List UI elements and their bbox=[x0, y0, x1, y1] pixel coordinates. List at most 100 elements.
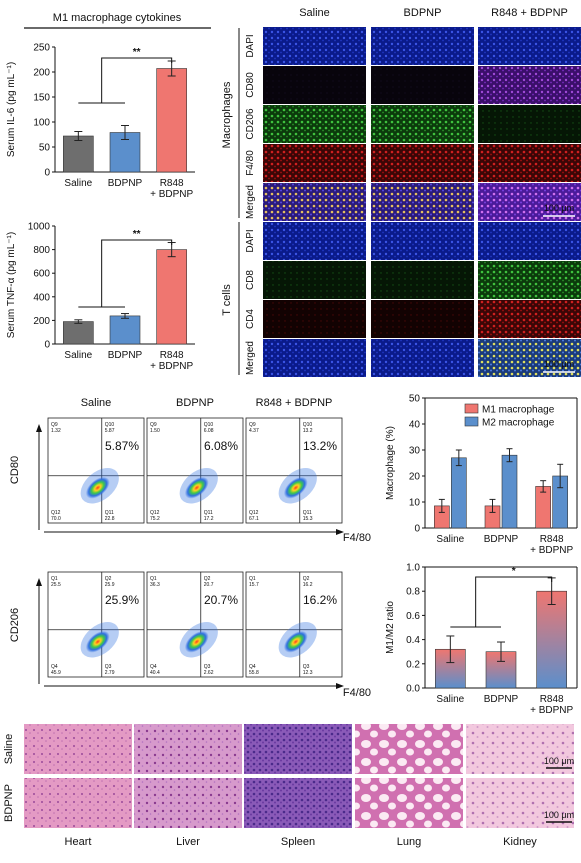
if-image-tile bbox=[478, 339, 581, 377]
if-row-label: DAPI bbox=[245, 229, 256, 252]
significance-bracket bbox=[475, 576, 553, 627]
quadrant-name: Q4 bbox=[249, 664, 256, 670]
quadrant-percent: 25.9% bbox=[105, 593, 139, 607]
x-tick-label-line: R848 bbox=[540, 534, 564, 545]
x-tick-label-line: + BDPNP bbox=[530, 545, 573, 556]
if-column-title: R848 + BDPNP bbox=[491, 7, 568, 19]
if-image-tile bbox=[371, 300, 474, 338]
if-image-tile bbox=[371, 144, 474, 182]
significance-mark: * bbox=[512, 566, 516, 577]
if-row-label: CD80 bbox=[245, 72, 256, 98]
histology-tile bbox=[24, 778, 132, 828]
y-tick-label: 150 bbox=[33, 93, 50, 104]
cell-cloud-core bbox=[184, 630, 209, 653]
y-axis-label: M1/M2 ratio bbox=[385, 601, 396, 654]
quadrant-value: 67.1 bbox=[249, 516, 259, 522]
quadrant-name: Q11 bbox=[105, 510, 114, 516]
histo-row-label: BDPNP bbox=[3, 784, 15, 822]
x-tick-label: Saline bbox=[436, 694, 464, 705]
cell-cloud-core bbox=[85, 630, 110, 653]
x-tick-label-line: + BDPNP bbox=[150, 361, 193, 372]
y-tick-label: 0 bbox=[44, 168, 50, 179]
quadrant-name: Q11 bbox=[204, 510, 213, 516]
x-tick-label-line: BDPNP bbox=[484, 534, 519, 545]
if-row-label: Merged bbox=[245, 341, 256, 375]
x-tick-label-line: R848 bbox=[160, 350, 184, 361]
x-tick-label: BDPNP bbox=[108, 178, 143, 189]
histology-tile bbox=[355, 724, 463, 774]
bar bbox=[63, 135, 94, 173]
x-tick-label: Saline bbox=[436, 534, 464, 545]
organ-label: Heart bbox=[65, 836, 92, 848]
quadrant-value: 12.3 bbox=[303, 670, 313, 676]
cell-cloud-core bbox=[283, 476, 308, 499]
y-tick-label: 0.8 bbox=[406, 587, 420, 598]
quadrant-value: 75.2 bbox=[150, 516, 160, 522]
flow-column-title: Saline bbox=[81, 397, 112, 409]
quadrant-value: 5.87 bbox=[105, 428, 115, 434]
if-image-tile bbox=[371, 261, 474, 299]
flow-x-label: F4/80 bbox=[343, 532, 371, 544]
flow-x-label: F4/80 bbox=[343, 687, 371, 699]
x-tick-label-line: Saline bbox=[436, 534, 464, 545]
x-tick-label-line: BDPNP bbox=[484, 694, 519, 705]
bar-chart-3: 0.0 0.2 0.4 0.6 0.8 1.0 M1/M2 ratio * bbox=[385, 563, 578, 695]
quadrant-value: 55.8 bbox=[249, 670, 259, 676]
y-axis-label: Macrophage (%) bbox=[385, 426, 396, 500]
y-tick-label: 20 bbox=[409, 472, 421, 483]
if-image-tile bbox=[478, 261, 581, 299]
quadrant-value: 1.50 bbox=[150, 428, 160, 434]
quadrant-name: Q10 bbox=[303, 422, 313, 428]
scale-bar-label: 100 μm bbox=[544, 810, 574, 820]
if-image-tile bbox=[371, 66, 474, 104]
bar-chart-0: 0 50 100 150 200 250 Serum IL-6 (pg mL⁻¹) ** bbox=[6, 43, 195, 179]
y-tick-label: 10 bbox=[409, 498, 421, 509]
x-tick-label: Saline bbox=[64, 178, 92, 189]
organ-label: Liver bbox=[176, 836, 200, 848]
bar bbox=[536, 590, 567, 689]
y-tick-label: 0 bbox=[44, 340, 50, 351]
x-tick-label-line: + BDPNP bbox=[150, 189, 193, 200]
quadrant-percent: 5.87% bbox=[105, 439, 139, 453]
quadrant-value: 36.3 bbox=[150, 582, 160, 588]
y-tick-label: 1.0 bbox=[406, 563, 420, 574]
histology-tile bbox=[134, 724, 242, 774]
y-axis-label: Serum IL-6 (pg mL⁻¹) bbox=[6, 62, 17, 157]
significance-bracket bbox=[101, 239, 173, 307]
x-tick-label: R848+ BDPNP bbox=[530, 694, 573, 716]
cell-cloud-core bbox=[283, 630, 308, 653]
y-tick-label: 400 bbox=[33, 292, 50, 303]
y-tick-label: 200 bbox=[33, 68, 50, 79]
bar bbox=[535, 486, 551, 529]
histology-tile bbox=[466, 778, 574, 828]
y-tick-label: 1000 bbox=[28, 222, 51, 233]
flow-frame bbox=[146, 571, 244, 678]
histo-row-label: Saline bbox=[3, 734, 15, 765]
bar-chart-1: 0 200 400 600 800 1000 Serum TNF-α (pg mL⁻¹) ** bbox=[6, 222, 195, 351]
histology-tile bbox=[134, 778, 242, 828]
if-image-tile bbox=[263, 222, 366, 260]
quadrant-value: 4.37 bbox=[249, 428, 259, 434]
organ-label: Spleen bbox=[281, 836, 315, 848]
if-row-label: Merged bbox=[245, 185, 256, 219]
if-image-tile bbox=[263, 261, 366, 299]
quadrant-name: Q1 bbox=[249, 576, 256, 582]
if-image-tile bbox=[478, 105, 581, 143]
quadrant-value: 17.2 bbox=[204, 516, 214, 522]
y-tick-label: 30 bbox=[409, 446, 421, 457]
histology-tile bbox=[466, 724, 574, 774]
if-image-tile bbox=[263, 27, 366, 65]
quadrant-value: 13.2 bbox=[303, 428, 313, 434]
significance-mark: ** bbox=[133, 47, 141, 58]
quadrant-value: 25.9 bbox=[105, 582, 115, 588]
x-tick-label: BDPNP bbox=[108, 350, 143, 361]
y-tick-label: 100 bbox=[33, 118, 50, 129]
flow-frame bbox=[146, 417, 244, 524]
x-tick-label-line: Saline bbox=[64, 178, 92, 189]
if-image-tile bbox=[371, 27, 474, 65]
y-tick-label: 0.0 bbox=[406, 684, 420, 695]
y-tick-label: 0.6 bbox=[406, 611, 420, 622]
x-tick-label: BDPNP bbox=[484, 534, 519, 545]
quadrant-value: 40.4 bbox=[150, 670, 160, 676]
quadrant-name: Q11 bbox=[303, 510, 312, 516]
